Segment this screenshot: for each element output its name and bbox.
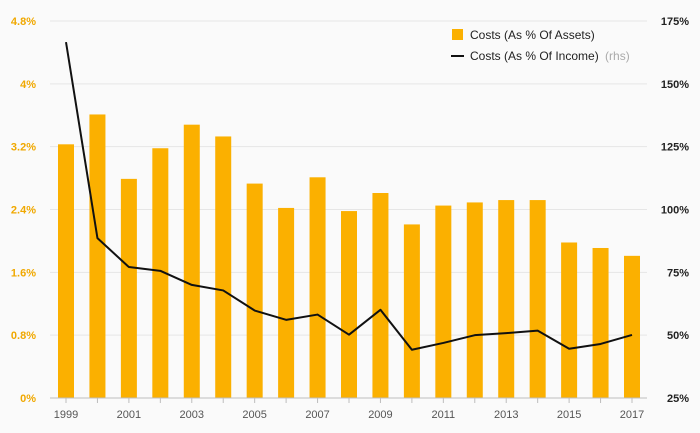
bar: [466, 202, 483, 398]
bar: [120, 178, 137, 398]
legend-bar-label: Costs (As % Of Assets): [470, 28, 595, 42]
y-left-tick-label: 4.8%: [11, 16, 36, 28]
y-left-tick-label: 4%: [20, 79, 36, 91]
legend: Costs (As % Of Assets) Costs (As % Of In…: [451, 28, 630, 63]
y-right-tick-label: 175%: [661, 16, 689, 28]
y-left-tick-label: 1.6%: [11, 267, 36, 279]
x-tick-label: 2005: [242, 409, 266, 421]
bar: [435, 205, 452, 398]
axes-layer: 0% 0.8% 1.6% 2.4% 3.2% 4% 4.8% 25% 50% 75% 100% 125…: [11, 16, 689, 421]
legend-bar-swatch: [452, 29, 463, 40]
line-layer: [65, 41, 633, 351]
legend-line-label: Costs (As % Of Income) (rhs): [470, 49, 630, 63]
bar: [341, 211, 357, 398]
x-tick-label: 1999: [54, 409, 78, 421]
y-right-tick-label: 150%: [661, 79, 689, 91]
y-left-tick-label: 0%: [20, 393, 36, 405]
y-right-tick-label: 25%: [667, 393, 689, 405]
bar: [403, 224, 420, 398]
bar: [561, 242, 578, 398]
bar: [183, 124, 200, 399]
x-tick-label: 2007: [305, 409, 329, 421]
bars-layer: [58, 114, 640, 399]
bar: [152, 148, 169, 398]
series-line: [65, 41, 633, 351]
x-tick-label: 2013: [494, 409, 518, 421]
y-right-tick-label: 100%: [661, 205, 689, 217]
x-tick-label: 2003: [180, 409, 204, 421]
bar: [529, 200, 546, 398]
x-tick-label: 2011: [432, 409, 456, 421]
y-right-tick-label: 50%: [667, 330, 689, 342]
x-tick-label: 2009: [368, 409, 392, 421]
bar: [498, 200, 515, 398]
legend-line-suffix: (rhs): [605, 49, 630, 63]
y-right-tick-label: 75%: [667, 267, 689, 279]
y-left-tick-label: 0.8%: [11, 330, 36, 342]
bar: [89, 114, 106, 398]
bar: [372, 193, 389, 398]
bar: [215, 136, 232, 399]
legend-line-name: Costs (As % Of Income): [470, 49, 599, 63]
bar: [278, 207, 295, 398]
bar: [58, 144, 74, 398]
bar: [624, 255, 640, 398]
y-left-tick-label: 3.2%: [11, 142, 36, 154]
y-right-tick-label: 125%: [661, 142, 689, 154]
bar: [592, 247, 609, 398]
x-tick-label: 2017: [620, 409, 644, 421]
bar: [246, 183, 263, 398]
y-left-tick-label: 2.4%: [11, 205, 36, 217]
bar: [309, 177, 326, 398]
x-tick-label: 2001: [117, 409, 141, 421]
x-tick-label: 2015: [557, 409, 581, 421]
